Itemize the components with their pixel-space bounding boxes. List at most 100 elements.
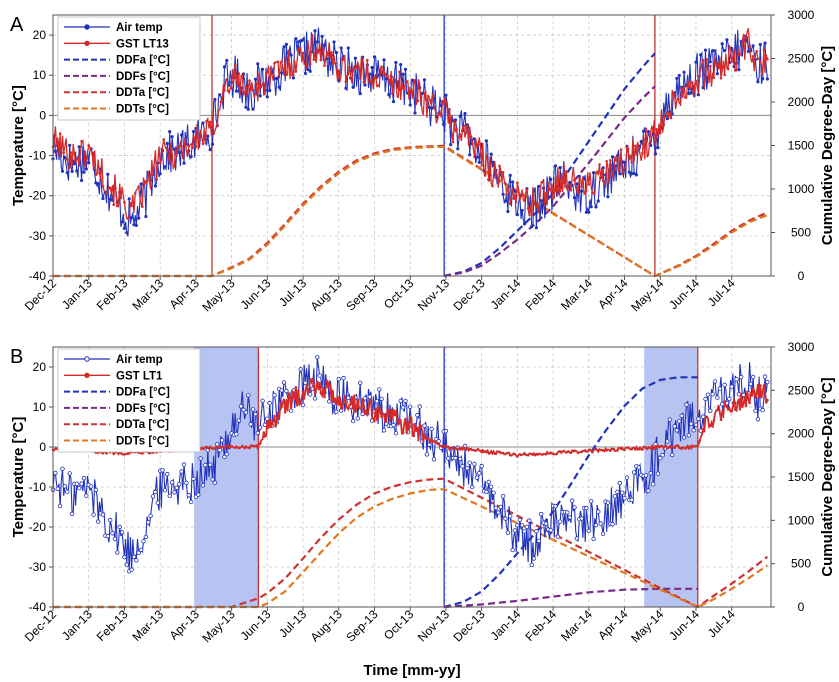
gst-point	[616, 449, 619, 452]
gst-point	[266, 71, 269, 74]
air-temp-point	[403, 67, 408, 71]
air-temp-point	[76, 485, 82, 491]
air-temp-point	[720, 42, 724, 46]
air-temp-point	[508, 173, 512, 177]
air-temp-point	[308, 69, 312, 73]
air-temp-point	[180, 133, 184, 137]
gst-point	[662, 446, 666, 449]
air-temp-point	[281, 380, 287, 385]
air-temp-point	[84, 493, 89, 498]
air-temp-point	[258, 425, 263, 430]
gst-point	[355, 66, 358, 70]
legend-label: Air temp	[116, 354, 163, 366]
x-tick-label: Dec-13	[451, 607, 488, 644]
air-temp-point	[125, 231, 129, 235]
gst-point	[583, 191, 587, 194]
gst-point	[719, 77, 723, 80]
air-temp-point	[762, 374, 768, 379]
gst-point	[551, 197, 555, 200]
gst-point	[358, 77, 362, 80]
air-temp-point	[708, 408, 713, 413]
air-temp-point	[148, 513, 153, 518]
air-temp-point	[424, 452, 430, 457]
air-temp-point	[353, 56, 357, 60]
air-temp-point	[722, 382, 727, 388]
air-temp-point	[320, 34, 324, 39]
gst-point	[533, 453, 537, 457]
air-temp-point	[129, 567, 134, 572]
air-temp-point	[57, 503, 63, 509]
air-temp-point	[596, 199, 600, 203]
gst-point	[394, 410, 398, 413]
series-air-temp-markers	[50, 355, 770, 574]
gst-point	[380, 415, 383, 418]
x-tick-label: Jun-13	[238, 607, 274, 643]
air-temp-point	[458, 114, 462, 118]
air-temp-point	[387, 93, 391, 97]
series-ddfs-line	[443, 85, 656, 278]
y-tick-label-left: -20	[29, 189, 47, 203]
gst-point	[244, 445, 248, 449]
gst-point	[448, 447, 451, 451]
gst-point	[437, 112, 441, 116]
x-tick-label: Jun-14	[666, 607, 702, 643]
gst-point	[655, 445, 658, 448]
air-temp-point	[138, 547, 144, 552]
gst-point	[405, 80, 408, 84]
air-temp-point	[655, 471, 661, 476]
air-temp-point	[122, 226, 127, 230]
gst-point	[376, 84, 380, 87]
air-temp-point	[225, 58, 229, 63]
air-temp-point	[449, 143, 453, 147]
gst-point	[598, 448, 601, 451]
air-temp-point	[88, 484, 94, 489]
air-temp-point	[639, 140, 643, 144]
gst-point	[126, 217, 130, 220]
air-temp-point	[363, 83, 367, 87]
gst-point	[698, 439, 701, 443]
shaded-region-1	[644, 347, 698, 607]
gst-point	[730, 60, 733, 64]
air-temp-point	[761, 77, 765, 81]
air-temp-point	[82, 170, 86, 174]
gst-point	[369, 399, 373, 402]
gst-point	[537, 452, 541, 456]
air-temp-point	[279, 388, 284, 393]
x-tick-label: Jul-14	[705, 276, 738, 309]
air-temp-point	[543, 521, 549, 526]
gst-point	[580, 185, 583, 189]
gst-point	[669, 446, 673, 449]
air-temp-point	[288, 408, 294, 413]
gst-point	[319, 392, 323, 395]
air-temp-point	[334, 409, 339, 414]
gst-point	[269, 67, 273, 71]
air-temp-point	[181, 462, 187, 467]
gst-point	[455, 447, 459, 451]
air-temp-point	[272, 393, 277, 398]
gst-point	[408, 416, 412, 419]
air-temp-point	[134, 223, 138, 227]
y-tick-label-left: -30	[29, 229, 47, 243]
gst-point	[158, 161, 162, 165]
gst-point	[441, 99, 444, 103]
air-temp-point	[143, 534, 149, 540]
gst-point	[626, 446, 630, 449]
air-temp-point	[93, 487, 99, 493]
y-tick-label-left: 0	[39, 440, 46, 454]
air-temp-point	[401, 72, 405, 76]
gst-point	[176, 146, 180, 149]
air-temp-point	[510, 547, 515, 553]
air-temp-point	[260, 398, 265, 403]
panel-b: 20 10 0 -10 -20 -30 -40 3000 2500 2000 1500 1000 500…	[10, 340, 836, 679]
gst-point	[62, 151, 65, 155]
air-temp-point	[137, 216, 141, 220]
gst-point	[501, 171, 505, 174]
gst-point	[744, 35, 748, 38]
air-temp-point	[162, 488, 168, 493]
x-tick-label: Aug-13	[308, 607, 345, 644]
panel-label: A	[10, 14, 24, 36]
air-temp-point	[496, 510, 501, 515]
x-tick-label: Apr-14	[595, 276, 631, 312]
gst-point	[491, 184, 494, 188]
gst-point	[723, 73, 726, 77]
